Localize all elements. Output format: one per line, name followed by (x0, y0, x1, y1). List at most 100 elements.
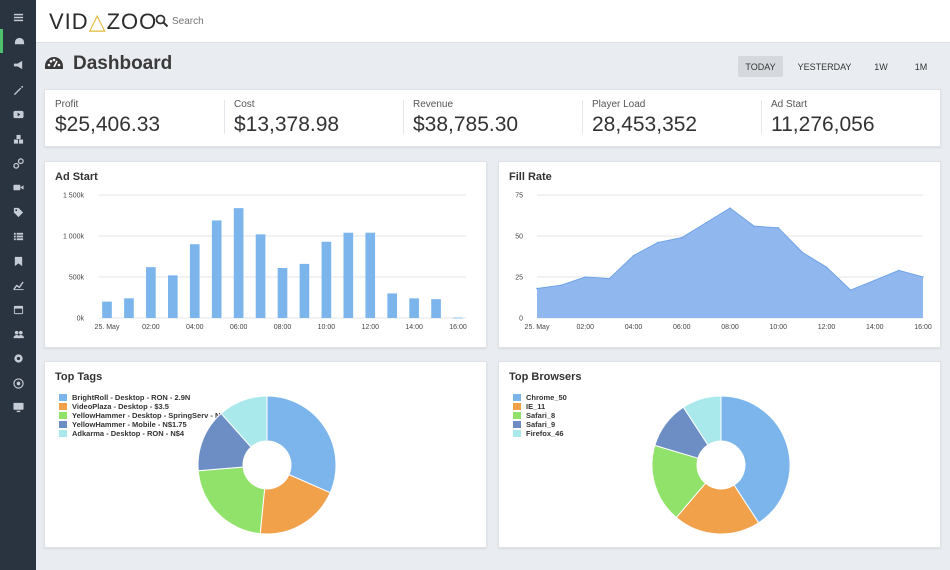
link-icon (12, 158, 24, 169)
legend-label: YellowHammer - Mobile - N$1.75 (72, 420, 187, 429)
data-point (729, 207, 731, 209)
pie-slice (259, 473, 331, 535)
bookmark-icon (14, 256, 22, 266)
x-tick-label: 16:00 (914, 324, 932, 331)
stats-card: Profit $25,406.33 Cost $13,378.98 Revenu… (44, 89, 941, 147)
stat-value: $38,785.30 (413, 113, 519, 136)
top-tags-chart (197, 395, 337, 535)
bar (124, 298, 134, 318)
y-tick-label: 500k (69, 275, 85, 282)
range-yesterday-button[interactable]: YESTERDAY (797, 61, 852, 72)
legend-swatch (59, 394, 67, 401)
range-1m-button[interactable]: 1M (914, 61, 928, 72)
sidebar-item-cubes[interactable] (0, 127, 36, 151)
sidebar-item-bookmark[interactable] (0, 249, 36, 273)
area-series (537, 208, 923, 318)
x-tick-label: 04:00 (625, 324, 643, 331)
top-tags-card: Top Tags BrightRoll - Desktop - RON - 2.… (44, 361, 487, 548)
sidebar-item-tag[interactable] (0, 200, 36, 224)
sidebar-item-dashboard[interactable] (0, 29, 36, 54)
sidebar (0, 0, 36, 570)
sidebar-item-megaphone[interactable] (0, 54, 36, 78)
legend-swatch (513, 403, 521, 410)
x-tick-label: 16:00 (449, 324, 467, 331)
users-icon (12, 330, 24, 338)
data-point (753, 225, 755, 227)
bar (211, 220, 222, 318)
sidebar-item-youtube[interactable] (0, 103, 36, 127)
circle-icon (12, 377, 24, 389)
data-point (705, 222, 707, 224)
fill-rate-card: Fill Rate 0 25 50 75 25. May 02:00 04:00 06:00 0… (498, 161, 941, 348)
x-tick-label: 08:00 (721, 324, 739, 331)
chart-title: Fill Rate (509, 171, 552, 183)
bar (299, 263, 310, 318)
sidebar-item-video-camera[interactable] (0, 176, 36, 200)
legend-item[interactable]: Firefox_46 (513, 429, 567, 438)
sidebar-item-desktop[interactable] (0, 395, 36, 419)
data-point (584, 276, 587, 278)
legend-item[interactable]: BrightRoll - Desktop - RON - 2.9N (59, 393, 229, 402)
fill-rate-chart: 0 25 50 75 25. May 02:00 04:00 06:00 08:00 10:00 1… (515, 193, 932, 332)
bar (146, 267, 156, 318)
bar (102, 301, 112, 318)
data-point (922, 276, 924, 278)
data-point (680, 236, 683, 239)
vidazoo-logo[interactable]: VID△ZOO (49, 9, 158, 34)
dashboard-icon (14, 37, 25, 45)
legend-item[interactable]: VideoPlaza - Desktop - $3.5 (59, 402, 229, 411)
bar (277, 267, 288, 318)
chart-title: Top Tags (55, 371, 103, 383)
divider (761, 100, 762, 134)
legend-label: IE_11 (526, 402, 546, 411)
sidebar-item-calendar[interactable] (0, 298, 36, 322)
stat-revenue: Revenue $38,785.30 (403, 90, 582, 146)
sidebar-item-list[interactable] (0, 225, 36, 249)
divider (224, 100, 225, 134)
data-point (560, 284, 562, 286)
sidebar-item-gear[interactable] (0, 347, 36, 371)
data-point (873, 279, 876, 282)
sidebar-item-menu[interactable] (0, 5, 36, 29)
legend-swatch (513, 412, 521, 419)
sidebar-item-magic-wand[interactable] (0, 78, 36, 102)
top-browsers-legend: Chrome_50 IE_11 Safari_8 Safari_9 Firefox_46 (513, 393, 567, 438)
legend-item[interactable]: YellowHammer - Mobile - N$1.75 (59, 420, 229, 429)
data-point (825, 266, 828, 268)
y-tick-label: 0 (519, 316, 523, 323)
legend-label: Safari_8 (526, 411, 556, 420)
sidebar-item-circle[interactable] (0, 371, 36, 395)
bar (387, 293, 398, 318)
legend-item[interactable]: Chrome_50 (513, 393, 567, 402)
gear-icon (13, 354, 23, 363)
sidebar-item-link[interactable] (0, 151, 36, 175)
data-point (608, 277, 611, 280)
legend-item[interactable]: Safari_8 (513, 411, 567, 420)
x-tick-label: 14:00 (405, 324, 423, 331)
legend-label: Adkarma - Desktop - RON - N$4 (72, 429, 185, 438)
stat-cost: Cost $13,378.98 (224, 90, 403, 146)
page-title: Dashboard (73, 53, 173, 74)
range-today-button[interactable]: TODAY (738, 56, 783, 77)
range-1w-button[interactable]: 1W (874, 61, 888, 72)
sidebar-item-users[interactable] (0, 322, 36, 346)
legend-item[interactable]: IE_11 (513, 402, 567, 411)
search-icon[interactable] (155, 14, 169, 28)
legend-item[interactable]: YellowHammer - Desktop - SpringServ - N$… (59, 411, 229, 420)
legend-item[interactable]: Adkarma - Desktop - RON - N$4 (59, 429, 229, 438)
line-chart-icon (12, 281, 24, 290)
magic-wand-icon (13, 85, 23, 95)
x-tick-label: 25. May (525, 324, 550, 331)
search-input[interactable] (172, 12, 372, 30)
stat-value: $13,378.98 (234, 113, 340, 136)
legend-swatch (59, 421, 67, 428)
pie-slice (197, 466, 266, 535)
stat-value: $25,406.33 (55, 113, 161, 136)
bar (167, 275, 178, 318)
dashboard-icon (45, 57, 63, 69)
megaphone-icon (13, 61, 22, 70)
tag-icon (13, 207, 23, 217)
x-tick-label: 12:00 (818, 324, 836, 331)
sidebar-item-line-chart[interactable] (0, 273, 36, 297)
legend-item[interactable]: Safari_9 (513, 420, 567, 429)
